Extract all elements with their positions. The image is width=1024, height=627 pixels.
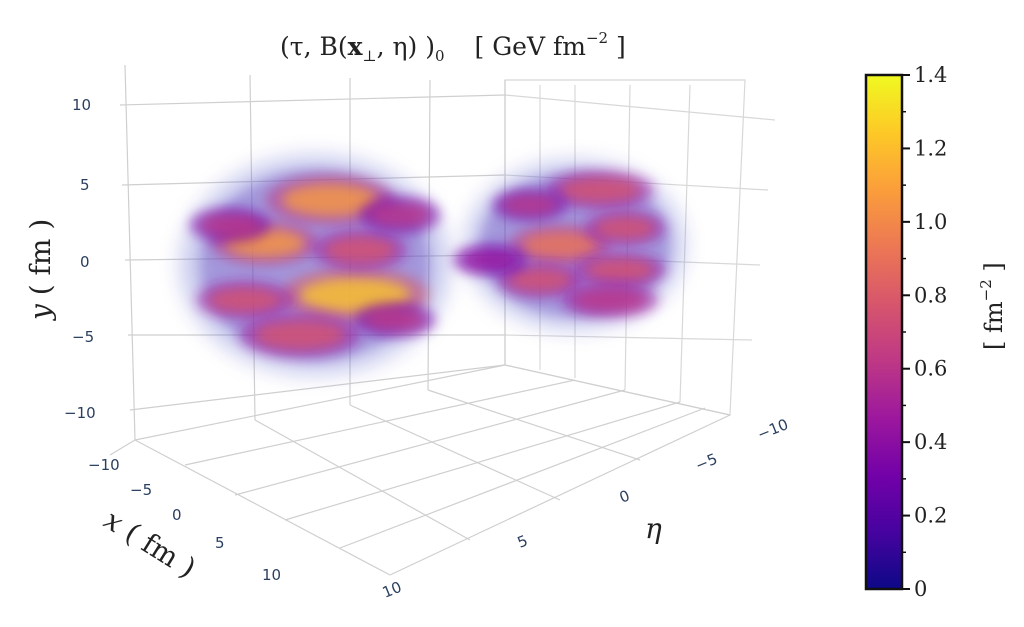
colorbar-tick-label: 0.2 — [914, 504, 947, 528]
chart-title: (τ, B(x⊥, η) )0[ GeV fm−2 ] — [280, 29, 626, 65]
volume-render — [180, 155, 685, 375]
y-tick-neg10: −10 — [64, 404, 96, 422]
colorbar-tick-label: 1.2 — [914, 136, 947, 160]
density-blob — [462, 250, 518, 270]
eta-tick-neg5: −5 — [693, 450, 720, 475]
x-tick-0: 0 — [172, 506, 182, 524]
density-blob — [209, 288, 281, 312]
eta-tick-5: 5 — [515, 531, 531, 551]
colorbar-gradient — [864, 73, 904, 591]
x-tick-neg5: −5 — [130, 481, 152, 499]
x-axis: −10 −5 0 5 10 x ( fm ) — [88, 456, 281, 585]
x-tick-5: 5 — [215, 534, 225, 552]
colorbar-tick-label: 0.4 — [914, 430, 947, 454]
density-blob — [282, 184, 378, 216]
eta-tick-neg10: −10 — [755, 415, 791, 444]
density-blob — [325, 237, 395, 263]
y-tick-10: 10 — [72, 96, 91, 114]
colorbar-label: [ fm−2 ] — [977, 262, 1008, 350]
y-tick-5: 5 — [80, 176, 90, 194]
colorbar-tick-label: 0.8 — [914, 283, 947, 307]
eta-tick-0: 0 — [617, 486, 633, 506]
density-blob — [255, 321, 345, 349]
colorbar-tick-label: 0.6 — [914, 357, 947, 381]
colorbar-tick-label: 1.0 — [914, 210, 947, 234]
density-blob — [365, 309, 425, 331]
y-tick-neg5: −5 — [72, 328, 94, 346]
eta-axis: 10 5 0 −5 −10 η — [380, 415, 791, 602]
x-tick-neg10: −10 — [88, 456, 120, 474]
x-tick-10: 10 — [262, 566, 281, 584]
colorbar: 1.4 1.2 1.0 0.8 0.6 0.4 0.2 0 [ fm−2 ] — [864, 63, 1008, 601]
density-blob — [508, 269, 572, 291]
density-blob — [502, 195, 558, 215]
y-axis: 10 5 0 −5 −10 y ( fm ) — [24, 96, 96, 422]
density-blob — [595, 217, 655, 239]
eta-tick-10: 10 — [380, 578, 404, 602]
density-blob — [586, 259, 654, 281]
density-blob — [200, 214, 260, 236]
y-axis-label: y ( fm ) — [24, 219, 57, 322]
density-blob — [370, 203, 430, 227]
colorbar-tick-label: 0 — [914, 577, 927, 601]
colorbar-tick-label: 1.4 — [914, 63, 947, 87]
density-blob — [574, 289, 646, 311]
eta-axis-label: η — [645, 512, 662, 545]
y-tick-0: 0 — [80, 253, 90, 271]
x-axis-label: x ( fm ) — [98, 503, 201, 585]
density-blob — [560, 178, 640, 202]
density-blob — [522, 232, 598, 258]
